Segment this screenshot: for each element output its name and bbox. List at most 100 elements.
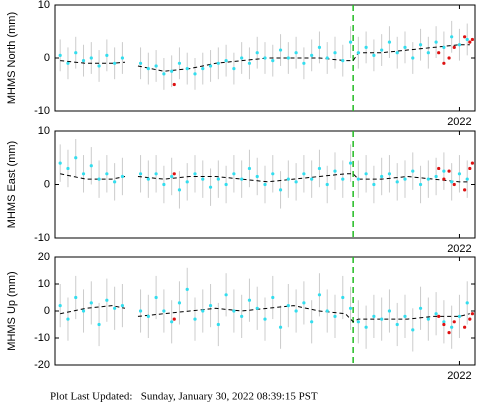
data-point: [317, 166, 322, 171]
data-point: [255, 51, 259, 55]
data-point: [447, 169, 451, 173]
data-point: [120, 56, 125, 60]
data-point: [387, 309, 392, 313]
data-point: [463, 188, 467, 192]
data-point: [403, 45, 407, 50]
data-point: [317, 45, 322, 50]
data-point: [380, 48, 384, 52]
data-point: [364, 45, 368, 50]
data-point: [470, 312, 475, 316]
data-point: [333, 169, 337, 173]
data-point: [89, 56, 93, 60]
model-line: [60, 305, 126, 315]
data-point: [216, 61, 220, 65]
data-point: [58, 53, 62, 57]
data-point: [356, 177, 360, 181]
model-line: [60, 173, 126, 180]
data-point: [463, 35, 467, 39]
data-point: [341, 59, 345, 63]
data-point: [193, 172, 197, 176]
data-point: [271, 295, 275, 300]
data-point: [418, 43, 423, 47]
model-line: [137, 44, 470, 72]
data-point: [162, 182, 166, 187]
data-point: [387, 40, 392, 44]
data-point: [240, 56, 244, 60]
data-point: [278, 325, 283, 329]
data-point: [81, 172, 86, 176]
data-point: [208, 185, 213, 189]
data-point: [146, 314, 150, 318]
data-point: [437, 51, 441, 55]
data-point: [255, 306, 259, 310]
data-point: [177, 188, 182, 192]
data-point: [450, 325, 454, 329]
data-point: [216, 322, 220, 327]
data-point: [364, 172, 368, 176]
data-point: [208, 64, 213, 68]
data-point: [442, 177, 446, 181]
data-point: [447, 56, 451, 60]
data-point: [348, 306, 353, 310]
data-point: [426, 51, 430, 55]
data-point: [372, 314, 376, 318]
data-point: [465, 177, 469, 181]
data-point: [468, 317, 472, 321]
data-point: [263, 317, 267, 321]
data-point: [465, 301, 469, 305]
data-point: [325, 56, 329, 60]
data-point: [177, 301, 182, 305]
x-tick-label: 2022: [447, 243, 471, 255]
data-point: [263, 182, 267, 187]
data-point: [113, 306, 117, 310]
data-point: [105, 172, 109, 176]
data-point: [113, 61, 117, 65]
data-point: [240, 314, 244, 318]
data-point: [457, 172, 462, 176]
data-point: [302, 301, 306, 305]
data-point: [66, 61, 70, 65]
data-point: [356, 51, 360, 55]
data-point: [452, 182, 456, 187]
data-point: [193, 317, 197, 321]
y-tick-label: 10: [38, 278, 50, 290]
data-point: [271, 172, 275, 176]
data-point: [468, 166, 472, 171]
data-point: [302, 61, 306, 65]
data-point: [74, 295, 78, 300]
data-point: [105, 298, 109, 302]
data-point: [302, 172, 306, 176]
y-tick-label: 10: [38, 125, 50, 137]
data-point: [426, 177, 430, 181]
data-point: [97, 322, 101, 327]
data-point: [232, 309, 236, 313]
data-point: [201, 177, 205, 181]
data-point: [442, 61, 446, 65]
data-point: [426, 317, 430, 321]
data-point: [105, 53, 109, 57]
data-point: [310, 53, 314, 57]
data-point: [138, 61, 143, 65]
data-point: [294, 309, 298, 313]
y-axis-label: MHMS North (mm): [6, 12, 18, 104]
y-tick-label: 20: [38, 251, 50, 263]
data-point: [240, 177, 244, 181]
data-point: [348, 161, 353, 165]
data-point: [387, 172, 392, 176]
data-point: [185, 180, 189, 184]
data-point: [201, 309, 205, 313]
model-line: [60, 60, 126, 64]
data-point: [208, 304, 213, 308]
data-point: [247, 166, 252, 171]
data-point: [372, 53, 376, 57]
data-point: [154, 64, 158, 68]
model-line: [137, 173, 470, 183]
data-point: [278, 188, 283, 192]
data-point: [437, 314, 441, 318]
data-point: [89, 301, 93, 305]
y-tick-label: -10: [34, 232, 50, 244]
data-point: [172, 172, 176, 176]
y-axis-label: MHMS East (mm): [6, 141, 18, 228]
data-point: [113, 180, 117, 184]
